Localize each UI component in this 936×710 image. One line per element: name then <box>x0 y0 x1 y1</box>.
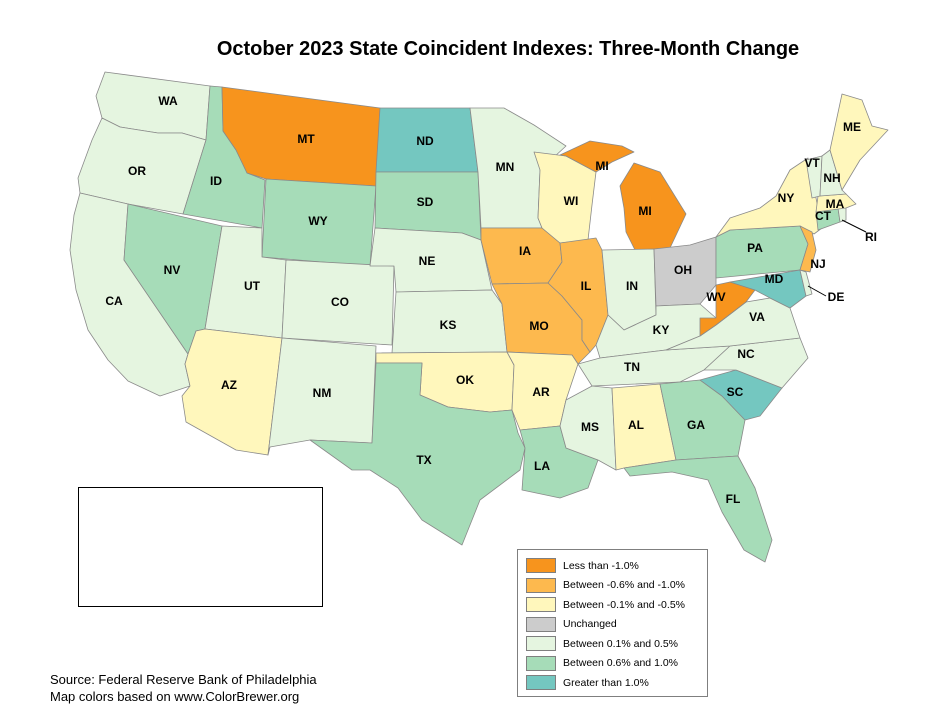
legend-swatch <box>526 675 556 691</box>
label-CO: CO <box>331 295 349 309</box>
label-ID: ID <box>210 174 222 188</box>
source-line: Source: Federal Reserve Bank of Philadel… <box>50 672 317 687</box>
legend-label: Between -0.6% and -1.0% <box>563 579 685 592</box>
legend-label: Greater than 1.0% <box>563 676 649 689</box>
label-AR: AR <box>532 385 550 399</box>
label-ME: ME <box>843 120 861 134</box>
ri-leader-line <box>841 219 867 233</box>
label-KS: KS <box>440 318 457 332</box>
label-CA: CA <box>105 294 123 308</box>
legend-item: Between -0.6% and -1.0% <box>526 576 699 596</box>
label-MI-upper: MI <box>595 159 608 173</box>
label-MO: MO <box>529 319 548 333</box>
label-ND: ND <box>416 134 434 148</box>
label-VA: VA <box>749 310 765 324</box>
label-GA: GA <box>687 418 705 432</box>
legend-label: Between -0.1% and -0.5% <box>563 598 685 611</box>
label-SC: SC <box>727 385 744 399</box>
legend-swatch <box>526 597 556 613</box>
label-MA: MA <box>826 197 845 211</box>
state-FL[interactable] <box>623 455 773 563</box>
label-OH: OH <box>674 263 692 277</box>
label-PA: PA <box>747 241 763 255</box>
label-TN: TN <box>624 360 640 374</box>
colorbrewer-credit: Map colors based on www.ColorBrewer.org <box>50 689 300 704</box>
label-SD: SD <box>417 195 434 209</box>
map-title: October 2023 State Coincident Indexes: T… <box>216 38 800 60</box>
label-IA: IA <box>519 244 531 258</box>
label-MS: MS <box>581 420 599 434</box>
label-DE: DE <box>828 290 845 304</box>
label-NM: NM <box>313 386 332 400</box>
legend-label: Unchanged <box>563 618 617 631</box>
label-OR: OR <box>128 164 146 178</box>
label-AZ: AZ <box>221 378 237 392</box>
legend-swatch <box>526 655 556 671</box>
state-TX[interactable] <box>309 362 526 546</box>
label-WV: WV <box>706 290 725 304</box>
label-IL: IL <box>581 279 592 293</box>
label-WY: WY <box>308 214 327 228</box>
alaska-inset <box>78 487 202 607</box>
label-AL: AL <box>628 418 644 432</box>
state-CO[interactable] <box>281 259 395 346</box>
state-NJ[interactable] <box>799 225 817 273</box>
label-VT: VT <box>804 156 820 170</box>
label-MD: MD <box>765 272 784 286</box>
label-WA: WA <box>158 94 178 108</box>
state-MS[interactable] <box>559 385 617 471</box>
legend-item: Between 0.6% and 1.0% <box>526 654 699 674</box>
legend-item: Between 0.1% and 0.5% <box>526 634 699 654</box>
label-NC: NC <box>737 347 755 361</box>
legend: Less than -1.0% Between -0.6% and -1.0% … <box>517 549 708 697</box>
label-MN: MN <box>496 160 515 174</box>
legend-label: Between 0.6% and 1.0% <box>563 657 678 670</box>
legend-swatch <box>526 558 556 574</box>
state-ME[interactable] <box>829 93 889 191</box>
label-MT: MT <box>297 132 315 146</box>
legend-swatch <box>526 636 556 652</box>
label-NH: NH <box>823 171 840 185</box>
legend-item: Less than -1.0% <box>526 556 699 576</box>
legend-swatch <box>526 616 556 632</box>
source-note: Source: Federal Reserve Bank of Philadel… <box>50 671 317 705</box>
label-IN: IN <box>626 279 638 293</box>
label-OK: OK <box>456 373 474 387</box>
legend-label: Less than -1.0% <box>563 559 639 572</box>
legend-item: Greater than 1.0% <box>526 673 699 693</box>
label-NV: NV <box>164 263 181 277</box>
hawaii-inset <box>200 487 323 607</box>
label-LA: LA <box>534 459 550 473</box>
label-FL: FL <box>726 492 741 506</box>
label-NJ: NJ <box>810 257 825 271</box>
label-NE: NE <box>419 254 436 268</box>
label-KY: KY <box>653 323 670 337</box>
label-UT: UT <box>244 279 261 293</box>
label-TX: TX <box>416 453 431 467</box>
label-NY: NY <box>778 191 795 205</box>
legend-swatch <box>526 577 556 593</box>
state-NH[interactable] <box>819 149 847 197</box>
de-leader-line <box>807 285 827 297</box>
legend-item: Between -0.1% and -0.5% <box>526 595 699 615</box>
state-DE[interactable] <box>799 269 813 297</box>
label-MI: MI <box>638 204 651 218</box>
legend-item: Unchanged <box>526 615 699 635</box>
state-IL[interactable] <box>547 237 609 353</box>
label-WI: WI <box>564 194 579 208</box>
label-RI: RI <box>865 230 877 244</box>
label-CT: CT <box>815 209 832 223</box>
legend-label: Between 0.1% and 0.5% <box>563 637 678 650</box>
